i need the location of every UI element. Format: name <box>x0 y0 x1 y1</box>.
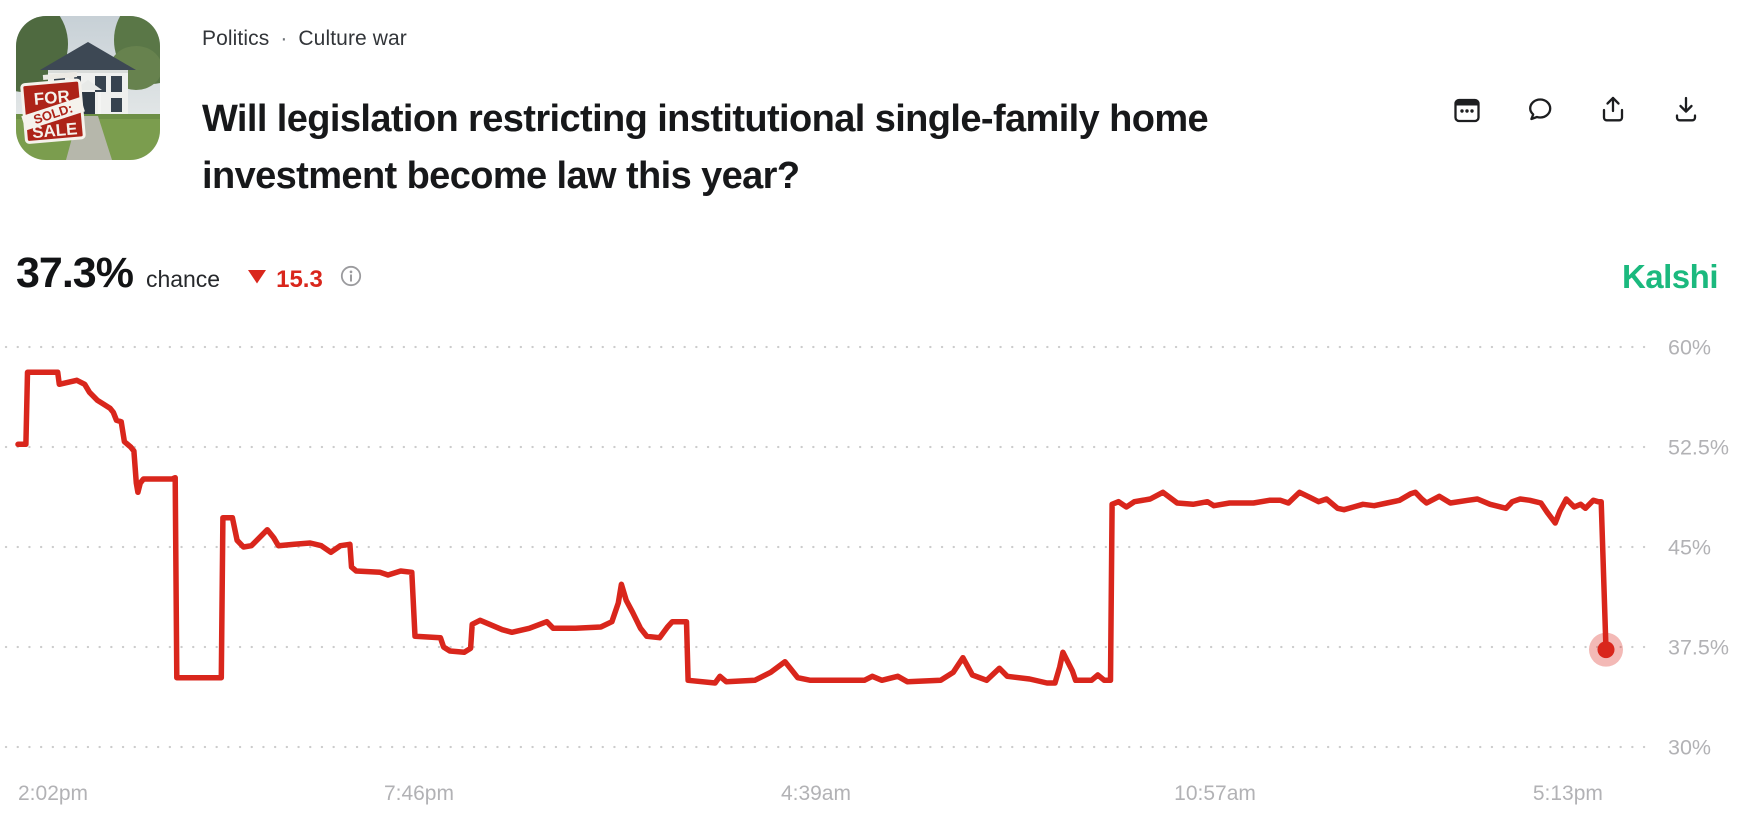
y-tick-label: 45% <box>1668 536 1711 560</box>
market-title: Will legislation restricting institution… <box>202 98 1209 198</box>
price-row: 37.3% chance 15.3 <box>16 249 362 298</box>
breadcrumb-subcategory[interactable]: Culture war <box>298 27 407 50</box>
download-icon[interactable] <box>1671 94 1701 126</box>
sign-text-bottom: SALE <box>31 119 78 142</box>
kalshi-logo[interactable]: Kalshi <box>1621 258 1719 295</box>
market-thumbnail: FOR SOLD: SALE <box>16 16 160 160</box>
for-sale-sign: FOR SOLD: SALE <box>20 72 86 144</box>
y-tick-label: 30% <box>1668 736 1711 760</box>
change-down-triangle-icon <box>247 268 267 290</box>
y-tick-label: 52.5% <box>1668 436 1729 460</box>
y-tick-label: 37.5% <box>1668 636 1729 660</box>
end-dot <box>1597 641 1615 659</box>
x-tick-label: 2:02pm <box>18 782 88 805</box>
change-value: 15.3 <box>276 266 323 293</box>
price-line <box>15 369 1609 686</box>
calendar-icon[interactable] <box>1452 94 1482 126</box>
comment-icon[interactable] <box>1525 94 1555 126</box>
x-tick-label: 4:39am <box>781 782 851 805</box>
info-icon[interactable] <box>340 265 362 292</box>
x-tick-label: 10:57am <box>1174 782 1256 805</box>
price-value: 37.3% <box>16 249 134 297</box>
x-tick-label: 7:46pm <box>384 782 454 805</box>
price-chart[interactable]: 60% 52.5% 45% 37.5% 30% 2:02pm 7:46pm 4:39am 10:… <box>0 300 1752 840</box>
breadcrumb-separator: · <box>280 27 288 50</box>
breadcrumb: Politics · Culture war <box>202 27 407 51</box>
share-icon[interactable] <box>1598 94 1628 126</box>
x-tick-label: 5:13pm <box>1533 782 1603 805</box>
house-for-sale-illustration: FOR SOLD: SALE <box>16 16 160 160</box>
action-toolbar <box>1452 94 1701 126</box>
y-tick-label: 60% <box>1668 336 1711 360</box>
breadcrumb-category[interactable]: Politics <box>202 27 270 50</box>
price-unit-label: chance <box>145 266 221 292</box>
chart-area: 60% 52.5% 45% 37.5% 30% 2:02pm 7:46pm 4:39am 10:… <box>0 300 1752 840</box>
